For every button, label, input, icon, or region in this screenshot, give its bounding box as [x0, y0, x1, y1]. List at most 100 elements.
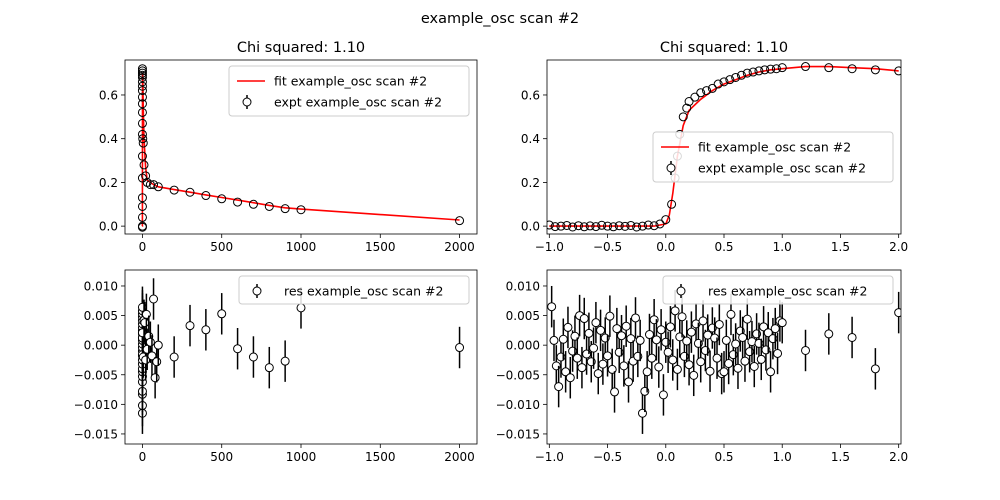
residual-point: [733, 363, 743, 373]
residual-point: [740, 356, 750, 366]
residual-point: [665, 322, 675, 332]
data-point: [682, 103, 692, 113]
residual-point: [619, 361, 629, 371]
y-tick-label: −0.015: [496, 427, 540, 441]
y-tick-label: 0.6: [99, 88, 118, 102]
residual-point: [631, 313, 640, 323]
y-tick-label: −0.005: [74, 368, 118, 382]
data-point: [137, 99, 147, 109]
residual-point: [726, 309, 736, 319]
y-tick-label: 0.000: [84, 339, 118, 353]
residual-point: [651, 335, 661, 345]
x-tick-label: 0.0: [656, 240, 675, 254]
x-tick-label: 1500: [365, 240, 396, 254]
residual-point: [824, 329, 834, 339]
residual-point: [201, 325, 211, 335]
residual-point: [742, 314, 752, 324]
data-point: [690, 92, 700, 102]
legend-box: [652, 131, 894, 183]
legend-label: fit example_osc scan #2: [698, 140, 851, 155]
residual-point: [598, 359, 608, 369]
data-point: [138, 138, 148, 148]
axes-frame: [124, 269, 478, 445]
residual-point: [663, 347, 673, 357]
data-point: [141, 171, 151, 181]
residual-point: [233, 344, 243, 354]
data-point: [153, 182, 163, 192]
legend: fit example_osc scan #2 expt example_osc …: [228, 65, 470, 117]
residual-point: [647, 353, 657, 363]
y-tick-label: −0.010: [496, 398, 540, 412]
x-tick-label: 0.0: [656, 450, 675, 464]
data-point: [138, 134, 148, 144]
plot-area: [137, 278, 465, 434]
x-tick-label: −1.0: [535, 240, 564, 254]
y-tick-label: −0.010: [74, 398, 118, 412]
residual-point: [264, 363, 274, 373]
data-point: [137, 151, 147, 161]
data-point: [137, 66, 147, 76]
residual-point: [635, 335, 645, 345]
residual-point: [756, 354, 766, 364]
data-point: [579, 222, 589, 232]
x-tick-label: 2.0: [889, 450, 908, 464]
legend: res example_osc scan #2: [238, 275, 470, 305]
axes-frame: [546, 59, 902, 235]
x-tick-label: 2.0: [889, 240, 908, 254]
x-tick-label: −0.5: [593, 240, 622, 254]
data-point: [760, 65, 770, 75]
residual-point: [589, 343, 599, 353]
y-tick-label: 0.4: [521, 132, 540, 146]
residual-point: [617, 331, 627, 341]
data-point: [142, 177, 152, 187]
residual-point: [152, 357, 162, 367]
data-point: [603, 221, 613, 231]
data-point: [556, 221, 566, 231]
residual-point: [644, 330, 654, 340]
x-tick-label: 2000: [444, 450, 475, 464]
residual-point: [738, 332, 748, 342]
data-point: [280, 204, 290, 214]
data-point: [137, 221, 147, 231]
data-point: [824, 63, 834, 73]
data-point: [137, 201, 147, 211]
x-tick-label: 2000: [444, 240, 475, 254]
x-tick-label: −0.5: [593, 450, 622, 464]
data-point: [137, 92, 147, 102]
data-point: [771, 64, 781, 74]
residual-point: [610, 387, 620, 397]
data-point: [742, 68, 752, 78]
data-point: [573, 221, 583, 231]
data-point: [614, 221, 624, 231]
residual-point: [455, 343, 465, 353]
data-point: [137, 107, 147, 117]
data-point: [661, 215, 671, 225]
data-point: [777, 63, 787, 73]
residual-point: [777, 318, 787, 328]
legend-marker-swatch: [252, 286, 262, 296]
legend-label: expt example_osc scan #2: [274, 95, 442, 110]
residual-point: [847, 332, 857, 342]
legend-box: [662, 275, 894, 305]
data-point: [169, 185, 179, 195]
data-point: [766, 64, 776, 74]
plot-area: [547, 62, 901, 232]
residual-point: [572, 353, 582, 363]
data-point: [649, 221, 659, 231]
data-point: [731, 72, 741, 82]
y-tick-label: 0.010: [506, 279, 540, 293]
y-tick-label: 0.005: [506, 309, 540, 323]
residual-point: [672, 364, 682, 374]
data-point: [137, 193, 147, 203]
data-point: [185, 187, 195, 197]
data-point: [870, 65, 880, 75]
x-tick-label: −1.0: [535, 450, 564, 464]
residual-point: [689, 370, 699, 380]
data-point: [139, 160, 149, 170]
data-point: [696, 88, 706, 98]
data-point: [137, 212, 147, 222]
residual-point: [682, 336, 692, 346]
residual-point: [591, 318, 601, 328]
figure-suptitle: example_osc scan #2: [421, 11, 579, 27]
data-point: [217, 194, 227, 204]
